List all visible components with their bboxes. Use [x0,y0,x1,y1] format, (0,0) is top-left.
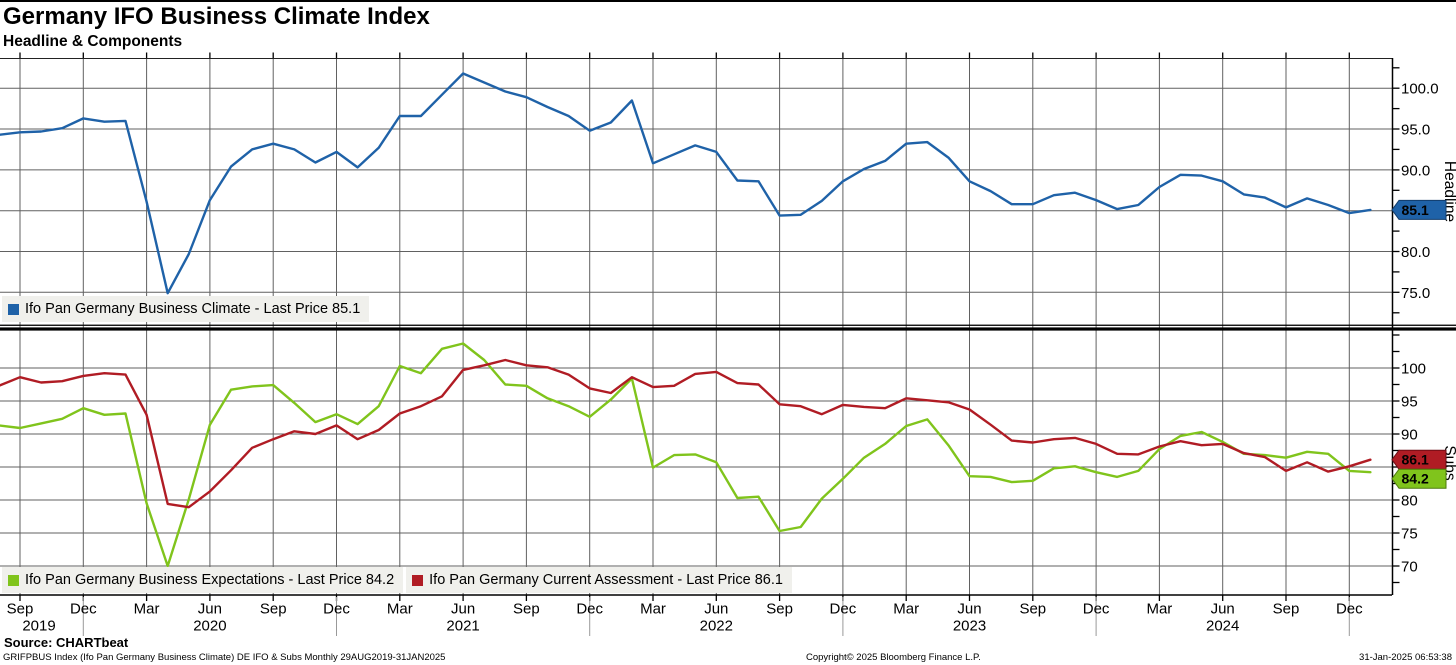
y-axis-tick-label: 80 [1401,493,1418,510]
last-price-tags: 85.1 86.1 84.2 [1391,199,1447,489]
x-axis-month-label: Jun [957,601,981,618]
x-axis-year-label: 2021 [446,618,479,635]
legend-item-expectations[interactable]: Ifo Pan Germany Business Expectations - … [2,567,404,593]
climate-series-swatch [8,303,19,315]
assessment-series-swatch [412,574,424,586]
y-axis-tick-label: 90 [1401,427,1418,444]
source-label: Source: CHARTbeat [4,635,129,650]
x-axis-month-label: Dec [1083,601,1110,618]
x-axis-month-label: Mar [893,601,919,618]
x-axis-month-label: Dec [70,601,97,618]
x-axis-month-label: Sep [513,601,540,618]
panel-divider [0,324,1456,331]
y-axis-tick-label: 95 [1401,394,1418,411]
x-axis-month-label: Dec [1336,601,1363,618]
series-line [0,342,1372,568]
x-axis-year-label: 2023 [953,618,986,635]
x-axis-month-label: Sep [260,601,287,618]
x-axis-month-label: Jun [704,601,728,618]
y-axis-tick-label: 75 [1401,526,1418,543]
x-axis-year-label: 2019 [22,618,55,635]
series-line [0,358,1372,509]
ticker-meta-label: GRIFPBUS Index (Ifo Pan Germany Business… [3,652,446,663]
series-line [0,72,1372,295]
x-axis-month-label: Sep [1019,601,1046,618]
x-axis-month-label: Dec [576,601,603,618]
legend-headline: Ifo Pan Germany Business Climate - Last … [2,296,370,322]
y-axis-tick-label: 95.0 [1401,122,1430,139]
legend-label-expectations: Ifo Pan Germany Business Expectations - … [25,572,395,588]
legend-label-assessment: Ifo Pan Germany Current Assessment - Las… [429,572,783,588]
panel-headline-hgrid [0,87,1392,293]
panel-headline-series [0,72,1372,295]
panel-subs-hgrid [0,367,1392,567]
x-axis-month-label: Mar [134,601,160,618]
x-axis-month-label: Jun [1211,601,1235,618]
legend-subs: Ifo Pan Germany Business Expectations - … [2,567,792,593]
legend-item-assessment[interactable]: Ifo Pan Germany Current Assessment - Las… [406,567,792,593]
legend-label-climate: Ifo Pan Germany Business Climate - Last … [25,301,361,317]
x-axis-month-label: Mar [1146,601,1172,618]
y-axis-tick-label: 70 [1401,559,1418,576]
x-axis-ticks [19,52,1350,601]
x-axis-month-label: Jun [451,601,475,618]
x-axis-month-label: Dec [830,601,857,618]
vertical-gridlines [19,58,1350,595]
last-price-tag [1391,449,1447,470]
x-axis-month-label: Sep [1273,601,1300,618]
timestamp-label: 31-Jan-2025 06:53:38 [1359,652,1452,663]
y-axis-tick-label: 100.0 [1401,81,1439,98]
y-axis-tick-label: 80.0 [1401,244,1430,261]
last-price-tag-value: 86.1 [1402,452,1429,468]
panel-subs-series [0,342,1372,568]
y-axis-tick-label: 90.0 [1401,162,1430,179]
last-price-tag [1391,468,1447,489]
x-axis-year-label: 2020 [193,618,226,635]
page-subtitle: Headline & Components [3,33,183,50]
x-axis-year-label: 2024 [1206,618,1239,635]
last-price-tag [1391,199,1447,220]
page-title: Germany IFO Business Climate Index [3,3,430,30]
top-border [0,0,1456,2]
panel-borders [0,58,1392,596]
right-axis: 100.095.090.080.075.0Headline10095908075… [1391,58,1456,595]
x-axis-month-label: Mar [640,601,666,618]
x-axis-month-label: Mar [387,601,413,618]
x-axis-labels: Sep Dec Mar Jun Sep Dec Mar Jun Sep Dec Mar Jun Sep D… [7,597,1363,636]
last-price-tag-value: 84.2 [1402,471,1429,487]
y-axis-tick-label: 75.0 [1401,285,1430,302]
y-axis-tick-label: 100 [1401,361,1426,378]
x-axis-month-label: Dec [323,601,350,618]
legend-item-climate[interactable]: Ifo Pan Germany Business Climate - Last … [2,296,370,322]
copyright-label: Copyright© 2025 Bloomberg Finance L.P. [806,652,981,663]
last-price-tag-value: 85.1 [1402,202,1429,218]
expectations-series-swatch [8,574,19,586]
x-axis-month-label: Sep [7,601,34,618]
x-axis-month-label: Sep [766,601,793,618]
x-axis-year-label: 2022 [700,618,733,635]
x-axis-month-label: Jun [198,601,222,618]
